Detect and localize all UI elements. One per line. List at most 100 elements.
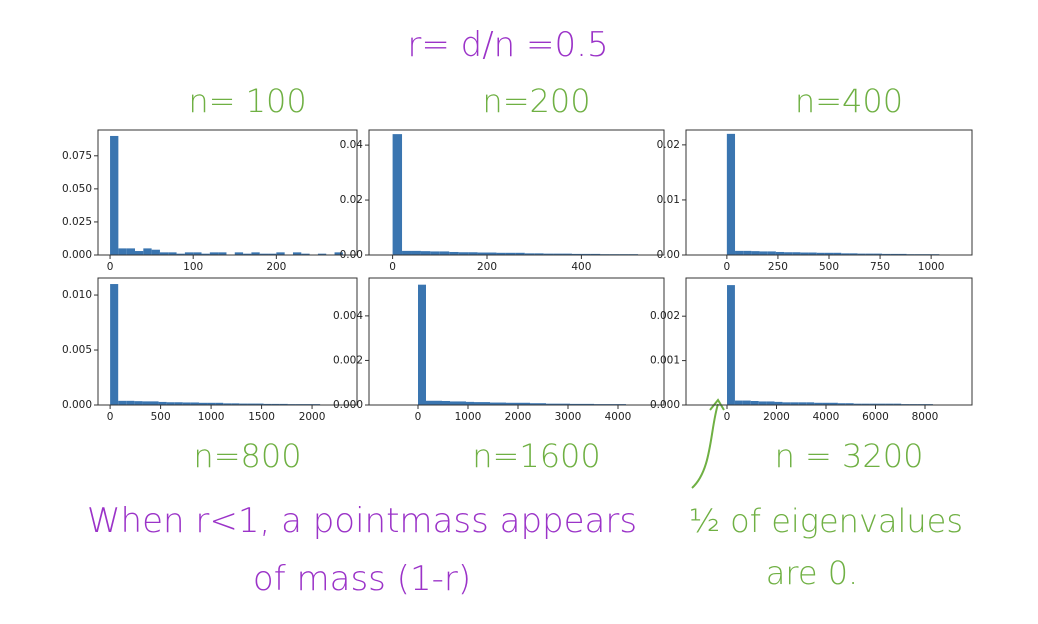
bar [466, 401, 474, 405]
bar [857, 253, 866, 255]
y-tick-label: 0.04 [340, 139, 364, 151]
chart-title: n=800 [193, 437, 301, 475]
bar [524, 253, 535, 255]
bar [543, 253, 554, 255]
bar [190, 402, 199, 405]
bar [727, 285, 735, 405]
y-tick-label: 0.004 [333, 310, 363, 322]
y-tick-label: 0.002 [650, 310, 680, 322]
x-tick-label: 200 [266, 261, 286, 273]
x-tick-label: 8000 [912, 411, 939, 423]
x-tick-label: 0 [724, 411, 731, 423]
axes-frame [685, 277, 973, 406]
bar [890, 253, 899, 255]
bar [126, 400, 135, 405]
bar [218, 252, 227, 255]
x-tick-label: 100 [183, 261, 203, 273]
bar [590, 253, 601, 255]
x-tick-label: 500 [819, 261, 839, 273]
bar [505, 252, 516, 255]
bar [434, 400, 442, 405]
bar [110, 135, 119, 255]
bar [182, 402, 191, 405]
x-tick-label: 1000 [918, 261, 945, 273]
bar [158, 401, 167, 405]
bar [215, 402, 224, 405]
axes-frame [97, 129, 358, 256]
bar [553, 253, 563, 255]
bar [743, 250, 752, 255]
bar [142, 401, 151, 405]
bar [792, 252, 801, 255]
x-tick-label: 400 [571, 261, 591, 273]
bar [334, 252, 343, 255]
bar [578, 403, 586, 405]
bar [546, 403, 554, 405]
bar [110, 284, 119, 405]
bar [268, 253, 277, 255]
bar [898, 253, 907, 255]
bar [482, 402, 490, 405]
bar [506, 402, 514, 405]
y-tick-label: 0.02 [657, 139, 680, 151]
bar [885, 403, 894, 405]
bar [159, 252, 169, 255]
bar [474, 402, 482, 405]
bar [562, 253, 572, 255]
bar [837, 403, 846, 405]
x-tick-label: 0 [724, 261, 731, 273]
bar [193, 252, 202, 255]
bar [758, 401, 767, 405]
bar [271, 403, 280, 405]
pointmass-note: When r<1, a pointmass appears [87, 501, 637, 541]
ratio-note: r= d/n =0.5 [407, 25, 608, 65]
bar [234, 252, 244, 255]
bar [824, 252, 834, 255]
bar [223, 403, 232, 405]
bar [174, 402, 183, 405]
bar [184, 252, 194, 255]
x-tick-label: 0 [107, 411, 114, 423]
bar [759, 251, 768, 255]
pointmass-note: of mass (1-r) [253, 559, 471, 599]
bar [168, 252, 177, 255]
x-tick-label: 1000 [455, 411, 482, 423]
bar [134, 401, 143, 405]
bar [392, 134, 403, 255]
bar [420, 251, 431, 255]
bar [833, 252, 842, 255]
bar [586, 403, 594, 405]
y-tick-label: 0.000 [62, 249, 92, 261]
bar [439, 251, 450, 255]
bar [861, 403, 870, 405]
bar [143, 248, 152, 255]
bar [571, 253, 582, 255]
bar [198, 402, 208, 405]
bar [808, 252, 817, 255]
bar [247, 403, 256, 405]
bar [853, 403, 862, 405]
x-tick-label: 0 [415, 411, 422, 423]
bar [822, 402, 830, 405]
axes-frame [97, 277, 358, 406]
y-tick-label: 0.00 [340, 249, 363, 261]
bar [458, 401, 466, 405]
bar [243, 253, 252, 255]
x-tick-label: 250 [768, 261, 788, 273]
x-tick-label: 750 [870, 261, 890, 273]
bar [239, 403, 248, 405]
x-tick-label: 2000 [505, 411, 532, 423]
x-tick-label: 0 [389, 261, 396, 273]
bar [767, 251, 776, 255]
zero-note: ½ of eigenvalues [689, 502, 963, 540]
x-tick-label: 0 [107, 261, 114, 273]
bar [774, 401, 783, 405]
bar [118, 248, 127, 255]
y-tick-label: 0.01 [657, 194, 680, 206]
bar [726, 133, 736, 255]
bar [496, 252, 506, 255]
bar [126, 248, 135, 255]
bar [581, 253, 591, 255]
bar [430, 251, 440, 255]
x-tick-label: 200 [477, 261, 497, 273]
